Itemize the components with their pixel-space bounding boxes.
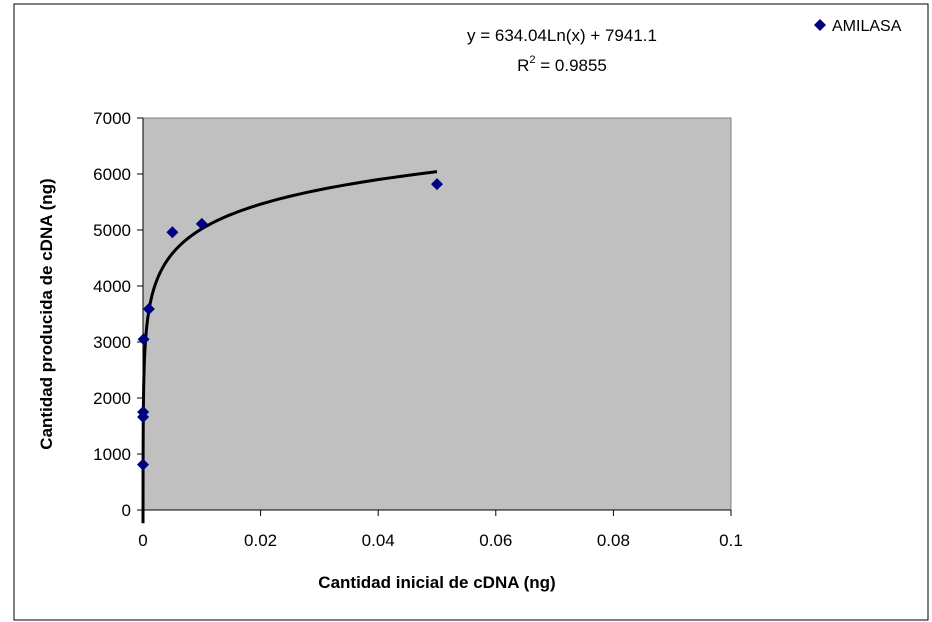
x-tick-label: 0.06 (479, 531, 512, 550)
y-tick-labels: 0 1000 2000 3000 4000 5000 6000 7000 (93, 109, 131, 520)
y-tick-label: 7000 (93, 109, 131, 128)
x-tick-label: 0 (138, 531, 147, 550)
data-point (137, 406, 150, 418)
plot-area (142, 117, 732, 511)
x-tick-label: 0.02 (244, 531, 277, 550)
y-tick-label: 5000 (93, 221, 131, 240)
y-tick-label: 4000 (93, 277, 131, 296)
x-tick-labels: 0 0.02 0.04 0.06 0.08 0.1 (138, 531, 743, 550)
data-points (137, 178, 443, 471)
data-point (137, 458, 150, 471)
legend: AMILASA (814, 18, 902, 35)
y-axis-title: Cantidad producida de cDNA (ng) (37, 178, 56, 449)
data-point (137, 333, 150, 346)
y-tick-label: 1000 (93, 445, 131, 464)
r-squared-superscript: 2 (529, 54, 535, 66)
y-tick-label: 6000 (93, 165, 131, 184)
x-tick-label: 0.08 (597, 531, 630, 550)
trendline-equation: y = 634.04Ln(x) + 7941.1 (467, 26, 657, 45)
x-axis-title: Cantidad inicial de cDNA (ng) (318, 573, 555, 592)
legend-label: AMILASA (832, 18, 902, 35)
data-point (142, 302, 155, 315)
legend-marker-diamond (814, 19, 826, 31)
y-tick-label: 3000 (93, 333, 131, 352)
r-squared-label: R2 = 0.9855 (517, 54, 607, 75)
x-tick-label: 0.1 (719, 531, 743, 550)
y-tick-label: 0 (122, 501, 131, 520)
data-point (166, 226, 179, 239)
x-tick-label: 0.04 (362, 531, 395, 550)
data-point (195, 217, 208, 230)
data-point (431, 178, 443, 191)
y-tick-label: 2000 (93, 389, 131, 408)
